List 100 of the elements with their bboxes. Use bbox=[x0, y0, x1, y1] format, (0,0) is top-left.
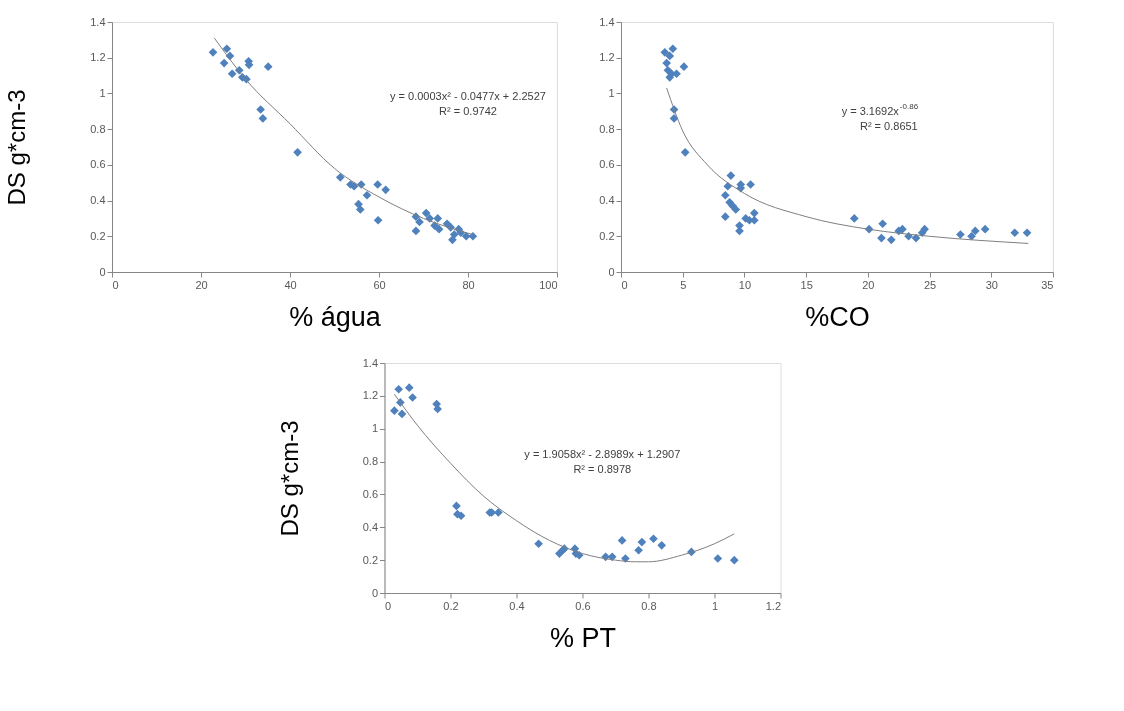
point bbox=[256, 105, 265, 114]
line-series bbox=[666, 87, 1029, 244]
point bbox=[335, 173, 345, 182]
point bbox=[660, 48, 670, 57]
point bbox=[637, 537, 647, 547]
point bbox=[394, 384, 404, 394]
y-tick-label: 1.2 bbox=[362, 389, 378, 402]
point bbox=[665, 51, 675, 61]
point bbox=[373, 180, 382, 189]
point bbox=[878, 219, 887, 229]
y-tick-label: 0.4 bbox=[599, 194, 615, 207]
point bbox=[720, 212, 730, 221]
point bbox=[293, 148, 302, 157]
point bbox=[749, 208, 759, 218]
x-tick-label: 0 bbox=[112, 278, 119, 291]
point bbox=[219, 58, 229, 68]
y-tick-label: 1.4 bbox=[90, 15, 106, 28]
y-tick-label: 0.2 bbox=[362, 553, 378, 566]
point bbox=[649, 534, 658, 544]
point bbox=[433, 214, 443, 223]
point bbox=[355, 205, 365, 214]
x-tick-label: 100 bbox=[539, 278, 558, 291]
x-tick-label: 60 bbox=[373, 278, 386, 291]
point bbox=[731, 205, 741, 214]
x-tick-label: 20 bbox=[195, 278, 208, 291]
y-tick-label: 1.4 bbox=[599, 15, 615, 28]
point bbox=[662, 58, 671, 68]
point bbox=[434, 224, 444, 234]
y-tick-label: 0 bbox=[608, 265, 615, 278]
y-tick-label: 0.2 bbox=[599, 229, 615, 242]
point bbox=[408, 393, 417, 402]
point bbox=[468, 231, 478, 241]
point bbox=[980, 224, 990, 234]
y-tick-label: 0.8 bbox=[90, 122, 106, 135]
annotation: y = 1.9058x² - 2.8989x + 1.2907 bbox=[524, 448, 681, 460]
x-tick-label: 10 bbox=[738, 278, 752, 291]
point bbox=[227, 69, 237, 79]
point bbox=[729, 555, 739, 565]
x-tick-label: 1.2 bbox=[765, 599, 781, 612]
point bbox=[679, 62, 689, 71]
point bbox=[397, 409, 407, 419]
y-tick-label: 0.4 bbox=[90, 194, 106, 207]
point bbox=[634, 545, 643, 555]
y-tick-label: 0.8 bbox=[362, 455, 378, 468]
point bbox=[967, 231, 976, 241]
x-tick-label: 0.6 bbox=[575, 599, 591, 612]
annotation: R² = 0.8651 bbox=[859, 120, 918, 132]
annotation: R² = 0.8978 bbox=[573, 463, 632, 475]
y-tick-label: 1 bbox=[99, 86, 106, 99]
point bbox=[617, 536, 627, 545]
y-tick-label: 1.2 bbox=[599, 51, 615, 64]
x-tick-label: 40 bbox=[284, 278, 297, 291]
x-tick-label: 20 bbox=[862, 278, 875, 291]
point bbox=[404, 383, 414, 392]
point bbox=[657, 541, 667, 550]
point bbox=[663, 65, 673, 75]
point bbox=[668, 44, 678, 54]
y-tick-label: 1.4 bbox=[362, 356, 378, 369]
x-tick-label: 15 bbox=[800, 278, 813, 291]
x-tick-label: 25 bbox=[923, 278, 937, 291]
point bbox=[373, 215, 383, 225]
point bbox=[411, 226, 421, 236]
y-tick-label: 0.2 bbox=[90, 229, 106, 242]
point bbox=[956, 230, 965, 239]
y-axis-title: DS g*cm-3 bbox=[3, 89, 31, 206]
x-tick-label: 30 bbox=[985, 278, 998, 291]
annotation: R² = 0.9742 bbox=[439, 105, 497, 117]
y-axis-title: DS g*cm-3 bbox=[275, 420, 303, 537]
point bbox=[911, 233, 921, 243]
y-tick-label: 0.4 bbox=[362, 520, 378, 533]
point bbox=[494, 508, 503, 517]
x-tick-label: 35 bbox=[1041, 278, 1054, 291]
point bbox=[849, 214, 859, 223]
x-tick-label: 0.4 bbox=[509, 599, 525, 612]
y-tick-label: 1 bbox=[371, 422, 378, 435]
x-axis-title: % água bbox=[289, 301, 382, 332]
point bbox=[258, 114, 268, 123]
y-tick-label: 0 bbox=[371, 586, 378, 599]
point bbox=[534, 539, 543, 549]
x-tick-label: 0 bbox=[621, 278, 628, 291]
x-axis-title: % PT bbox=[549, 622, 617, 653]
point bbox=[746, 180, 755, 189]
x-axis-title: %CO bbox=[805, 301, 870, 332]
y-tick-label: 0.6 bbox=[90, 158, 106, 171]
y-tick-label: 0.8 bbox=[599, 122, 615, 135]
point bbox=[898, 224, 907, 234]
y-tick-label: 1 bbox=[608, 86, 615, 99]
point bbox=[970, 226, 980, 236]
y-tick-label: 0 bbox=[99, 265, 106, 278]
x-tick-label: 0.8 bbox=[641, 599, 657, 612]
point bbox=[720, 190, 730, 200]
x-tick-label: 80 bbox=[462, 278, 475, 291]
point bbox=[222, 44, 232, 54]
x-tick-label: 1 bbox=[711, 599, 719, 612]
point bbox=[726, 171, 736, 180]
point bbox=[1022, 228, 1032, 238]
point bbox=[263, 62, 273, 71]
point bbox=[390, 406, 399, 415]
y-tick-label: 1.2 bbox=[90, 51, 106, 64]
annotation: y = 0.0003x² - 0.0477x + 2.2527 bbox=[390, 90, 546, 102]
